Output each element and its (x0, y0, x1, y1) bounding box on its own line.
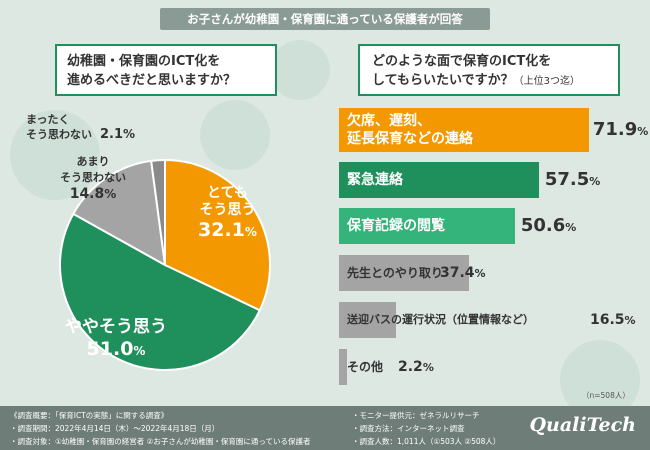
bar-label-1: 緊急連絡 (347, 162, 403, 198)
bar-value-num: 57.5 (544, 169, 590, 190)
bar-label-line1: 欠席、遅刻、 (347, 113, 431, 129)
bar-label-line1: 送迎バスの運行状況（位置情報など） (347, 313, 534, 326)
bar-label-line1: 緊急連絡 (347, 172, 403, 188)
footer: 《調査概要：「保育ICTの実態」に関する調査》 ・調査期間：2022年4月14日… (0, 406, 650, 450)
pie-label-very: とても そう思う 32.1% (198, 185, 257, 241)
bar-label-3: 先生とのやり取り (347, 255, 443, 291)
bar-value-pct: % (565, 221, 577, 234)
question-2-note: （上位3つ迄） (513, 76, 580, 87)
footer-survey-title: 《調査概要：「保育ICTの実態」に関する調査》 (10, 411, 169, 420)
question-1-line2: 進めるべきだと思いますか？ (67, 73, 237, 88)
bar-label-4: 送迎バスの運行状況（位置情報など） (347, 302, 534, 338)
pie-slice-notmuch (71, 159, 167, 267)
pie-label-notmuch: あまり そう思わない 14.8% (60, 155, 126, 202)
footer-monitor: ・モニター提供元：ゼネラルリサーチ (352, 411, 480, 420)
bar-0 (339, 108, 589, 152)
bar-value-pct: % (589, 175, 601, 188)
pie-label-notatall: まったく そう思わない 2.1% (26, 113, 136, 142)
bar-label-0: 欠席、遅刻、延長保育などの連絡 (347, 112, 473, 148)
bar-label-line1: 保育記録の閲覧 (347, 218, 445, 234)
survey-banner: お子さんが幼稚園・保育園に通っている保護者が回答 (160, 8, 490, 30)
bar-2 (339, 208, 515, 244)
qualitech-logo: QualiTech (529, 414, 636, 436)
question-1-box: 幼稚園・保育園のICT化を 進めるべきだと思いますか？ (55, 44, 277, 96)
bar-value-pct: % (474, 267, 486, 280)
bar-label-line2: 延長保育などの連絡 (347, 131, 473, 147)
bar-3 (339, 255, 469, 291)
question-2-line1: どのような面で保育のICT化を (372, 54, 552, 69)
footer-count: ・調査人数：1,011人（①503人 ②508人） (352, 437, 501, 446)
bar-label-line1: その他 (347, 360, 384, 374)
bar-label-2: 保育記録の閲覧 (347, 208, 445, 244)
bar-1 (339, 162, 539, 198)
background-circle (270, 40, 330, 100)
bar-value-num: 71.9 (592, 119, 638, 140)
bar-value-num: 37.4 (440, 265, 475, 281)
pie-slice-somewhat (59, 212, 262, 372)
bar-value-5: 2.2% (398, 356, 434, 379)
question-1-line1: 幼稚園・保育園のICT化を (67, 54, 221, 69)
bar-label-5: その他 (347, 349, 383, 385)
background-circle (10, 110, 100, 200)
bar-value-1: 57.5% (545, 169, 600, 193)
footer-target: ・調査対象：①幼稚園・保育園の経営者 ②お子さんが幼稚園・保育園に通っている保護… (10, 437, 311, 446)
bar-value-2: 50.6% (521, 215, 576, 239)
question-2-line2: してもらいたいですか？ (372, 73, 514, 88)
footer-period: ・調査期間：2022年4月14日（木）～2022年4月18日（月） (10, 424, 220, 433)
bar-value-3: 37.4% (440, 262, 486, 285)
bar-label-line1: 先生とのやり取り (347, 266, 443, 280)
pie-slice-notatall (150, 158, 166, 266)
question-2-box: どのような面で保育のICT化を してもらいたいですか？（上位3つ迄） (358, 44, 620, 96)
pie-label-somewhat: ややそう思う 51.0% (65, 317, 167, 360)
bar-value-pct: % (637, 125, 649, 138)
footer-method: ・調査方法：インターネット調査 (352, 424, 465, 433)
bar-value-pct: % (422, 361, 434, 374)
bar-value-num: 50.6 (520, 215, 566, 236)
background-circle (200, 100, 270, 170)
bar-value-pct: % (624, 314, 636, 327)
bar-value-4: 16.5% (590, 309, 636, 332)
sample-size-note: （n=508人） (582, 391, 630, 400)
bar-value-num: 2.2 (398, 359, 423, 375)
bar-4 (339, 302, 397, 338)
bar-value-0: 71.9% (593, 119, 648, 143)
bar-value-num: 16.5 (590, 312, 625, 328)
bar-5 (339, 349, 347, 385)
pie-slice-very (164, 158, 271, 312)
